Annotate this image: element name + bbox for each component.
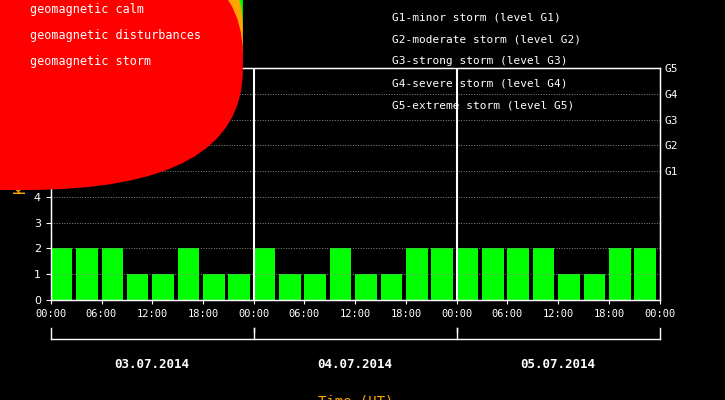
Text: 05.07.2014: 05.07.2014 — [521, 358, 596, 371]
Bar — [609, 248, 631, 300]
Bar — [203, 274, 225, 300]
Bar — [330, 248, 352, 300]
Text: G3-strong storm (level G3): G3-strong storm (level G3) — [392, 56, 567, 66]
Bar — [76, 248, 98, 300]
Text: geomagnetic calm: geomagnetic calm — [30, 4, 144, 16]
Bar — [457, 248, 478, 300]
Text: G1-minor storm (level G1): G1-minor storm (level G1) — [392, 12, 560, 22]
Text: G5-extreme storm (level G5): G5-extreme storm (level G5) — [392, 100, 573, 110]
Text: G2-moderate storm (level G2): G2-moderate storm (level G2) — [392, 34, 581, 44]
Y-axis label: Kp: Kp — [13, 175, 28, 193]
Bar — [558, 274, 580, 300]
Text: G4-severe storm (level G4): G4-severe storm (level G4) — [392, 78, 567, 88]
Bar — [406, 248, 428, 300]
Bar — [127, 274, 149, 300]
Bar — [178, 248, 199, 300]
Bar — [381, 274, 402, 300]
Bar — [533, 248, 555, 300]
Text: geomagnetic disturbances: geomagnetic disturbances — [30, 30, 202, 42]
Bar — [584, 274, 605, 300]
Bar — [355, 274, 377, 300]
Text: 04.07.2014: 04.07.2014 — [318, 358, 393, 371]
Bar — [431, 248, 453, 300]
Bar — [482, 248, 504, 300]
Text: 03.07.2014: 03.07.2014 — [115, 358, 190, 371]
Bar — [228, 274, 250, 300]
Bar — [51, 248, 72, 300]
Bar — [152, 274, 174, 300]
Bar — [634, 248, 656, 300]
Text: geomagnetic storm: geomagnetic storm — [30, 56, 152, 68]
Bar — [102, 248, 123, 300]
Bar — [254, 248, 276, 300]
Bar — [304, 274, 326, 300]
Text: Time (UT): Time (UT) — [318, 394, 393, 400]
Bar — [507, 248, 529, 300]
Bar — [279, 274, 301, 300]
